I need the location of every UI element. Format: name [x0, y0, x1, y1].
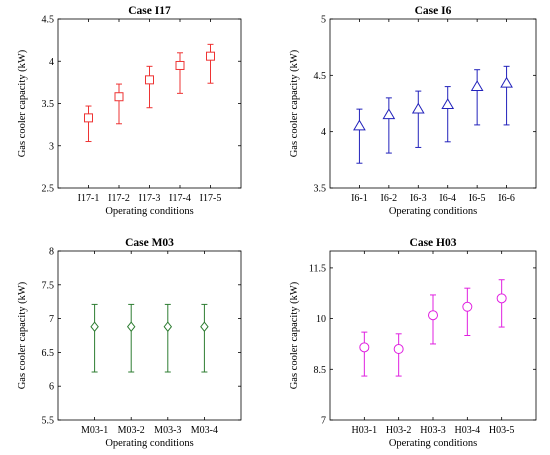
panel-m03: 5.5 6 6.5 7 7.5 8 M03-1 M03-2 M03-3 M03-4 Case M03…	[17, 237, 242, 449]
data-point	[200, 303, 209, 373]
panel-h03: 7 8.5 10 11.5 H03-1 H03-2 H03-3 H03-4 H03-5 Case …	[289, 237, 537, 449]
y-tick-label: 8.5	[314, 365, 327, 376]
diamond-marker	[90, 321, 99, 333]
x-tick-label: H03-3	[420, 425, 446, 436]
data-point	[353, 108, 366, 164]
x-axis-label: Operating conditions	[105, 206, 193, 217]
square-marker	[114, 92, 124, 102]
y-tick-label: 4	[49, 57, 54, 68]
chart-title: Case I17	[128, 5, 171, 17]
panel-i6: 3.5 4 4.5 5 I6-1 I6-2 I6-3 I6-4 I6-5 I6-6 Case I6 O…	[289, 5, 537, 217]
data-point	[359, 331, 370, 377]
diamond-marker	[126, 321, 136, 333]
y-tick-label: 7.5	[42, 280, 55, 291]
triangle-marker	[470, 80, 484, 91]
x-tick-label: I17-2	[108, 193, 130, 204]
data-point	[411, 90, 425, 148]
chart-title: Case M03	[125, 237, 174, 249]
triangle-marker	[382, 108, 396, 120]
square-marker	[175, 60, 185, 70]
x-tick-label: I6-2	[381, 193, 398, 204]
data-point	[84, 105, 93, 143]
chart-title: Case H03	[410, 237, 457, 249]
triangle-marker	[353, 119, 366, 131]
circle-marker	[496, 293, 507, 304]
square-marker	[145, 75, 154, 85]
y-tick-label: 6	[49, 382, 54, 393]
y-tick-label: 10	[316, 314, 326, 325]
data-point	[145, 65, 154, 109]
data-point	[90, 303, 99, 373]
x-tick-label: M03-2	[118, 425, 145, 436]
y-axis-label: Gas cooler capacity (kW)	[289, 281, 300, 389]
x-axis-label: Operating conditions	[389, 438, 477, 449]
x-tick-label: H03-2	[386, 425, 412, 436]
y-tick-label: 6.5	[42, 348, 55, 359]
data-point	[441, 86, 455, 143]
y-axis-label: Gas cooler capacity (kW)	[17, 49, 28, 157]
x-axis-label: Operating conditions	[389, 206, 477, 217]
y-tick-label: 3.5	[42, 99, 55, 110]
y-tick-label: 3.5	[314, 184, 327, 195]
triangle-marker	[500, 76, 513, 88]
x-tick-label: I17-4	[169, 193, 191, 204]
y-tick-label: 3	[49, 141, 54, 152]
y-axis-label: Gas cooler capacity (kW)	[289, 49, 300, 157]
data-point	[500, 65, 513, 126]
x-axis-label: Operating conditions	[105, 438, 193, 449]
x-tick-label: M03-1	[81, 425, 108, 436]
x-tick-label: I6-4	[439, 193, 456, 204]
triangle-marker	[441, 98, 455, 109]
x-tick-label: M03-3	[154, 425, 181, 436]
x-tick-label: I6-1	[351, 193, 368, 204]
y-tick-label: 7	[321, 416, 326, 427]
panel-i17: 2.5 3 3.5 4 4.5 I17-1 I17-2 I17-3 I17-4 I17-5 Case…	[17, 5, 242, 217]
y-axis-label: Gas cooler capacity (kW)	[17, 281, 28, 389]
triangle-marker	[411, 102, 425, 114]
diamond-marker	[200, 321, 209, 333]
x-tick-label: I6-5	[469, 193, 486, 204]
x-tick-label: I17-3	[139, 193, 161, 204]
y-tick-label: 8	[49, 247, 54, 258]
y-tick-label: 5.5	[42, 416, 55, 427]
chart-title: Case I6	[415, 5, 452, 17]
data-point	[163, 303, 173, 373]
plot-frame	[329, 18, 537, 189]
data-point	[428, 294, 438, 345]
y-tick-label: 5	[321, 15, 326, 26]
x-tick-label: I17-1	[78, 193, 100, 204]
data-point	[175, 52, 185, 94]
diamond-marker	[163, 321, 173, 333]
x-tick-label: I6-6	[498, 193, 515, 204]
data-point	[462, 287, 473, 336]
data-point	[382, 97, 396, 154]
y-tick-label: 4.5	[314, 71, 327, 82]
y-tick-label: 4.5	[42, 15, 55, 26]
x-tick-label: M03-4	[191, 425, 218, 436]
plot-frame	[57, 250, 242, 421]
y-tick-label: 2.5	[42, 184, 55, 195]
square-marker	[84, 113, 93, 123]
data-point	[206, 43, 215, 84]
data-point	[470, 69, 484, 126]
data-point	[126, 303, 136, 373]
circle-marker	[393, 344, 404, 355]
data-point	[496, 279, 507, 328]
x-tick-label: I17-5	[200, 193, 222, 204]
y-tick-label: 11.5	[309, 263, 326, 274]
x-tick-label: H03-5	[489, 425, 515, 436]
circle-marker	[359, 342, 370, 353]
data-point	[114, 83, 124, 125]
circle-marker	[462, 301, 473, 312]
x-tick-label: H03-4	[455, 425, 481, 436]
data-point	[393, 333, 404, 377]
circle-marker	[428, 310, 438, 321]
x-tick-label: H03-1	[352, 425, 378, 436]
x-tick-label: I6-3	[410, 193, 427, 204]
square-marker	[206, 51, 215, 61]
y-tick-label: 4	[321, 127, 326, 138]
y-tick-label: 7	[49, 314, 54, 325]
